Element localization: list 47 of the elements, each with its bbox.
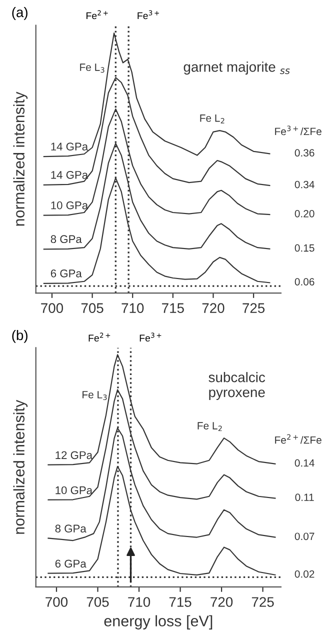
y-axis-title: normalized intensity [13,92,28,226]
annotation: Fe$^{3+}$/ΣFe [275,126,322,136]
x-axis-title: energy loss [eV] [104,615,212,630]
series-label: 6 GPa [50,269,82,278]
annotation: Fe L$_{2}$ [198,422,222,432]
text: 0.06 [294,278,314,286]
x-tick-label: 715 [169,597,192,607]
x-tick-label: 710 [128,597,150,607]
series-label: 8 GPa [55,524,86,533]
chart-title: (b) [12,330,28,343]
y-axis-title: normalized intensity [13,400,28,534]
annotation: Fe L$_{3}$ [80,64,104,73]
text: 0.07 [294,532,314,540]
x-tick-label: 720 [202,303,224,314]
series-label: 14 GPa [51,170,88,179]
text: 0.36 [294,149,314,157]
x-tick-label: 715 [162,303,184,314]
ref-line-label: Fe$^{2+}$ [88,332,110,342]
annotation: Fe L$_{2}$ [200,114,224,124]
x-tick-label: 700 [46,597,68,607]
text: subcalcic pyroxene [208,372,266,400]
series-label: 10 GPa [51,201,88,210]
x-tick-label: 705 [81,303,104,314]
text: 0.02 [294,570,314,578]
text: 0.20 [294,210,314,218]
x-tick-label: 710 [122,303,144,314]
x-tick-label: 705 [86,597,109,607]
ref-line-label: Fe$^{3+}$ [140,332,162,342]
series-label: 8 GPa [50,235,82,244]
x-tick-label: 720 [210,597,233,607]
x-tick-label: 700 [41,303,64,314]
x-tick-label: 725 [252,597,274,607]
annotation: Fe$^{2+}$/ΣFe [275,434,322,444]
ref-line-label: Fe$^{3+}$ [138,10,159,20]
series-label: 14 GPa [51,142,88,151]
annotation: Fe L$_{3}$ [82,391,107,400]
series-label: 6 GPa [55,560,86,568]
chart-title: (a) [12,7,28,20]
text: 0.14 [294,459,314,467]
ref-line-label: Fe$^{2+}$ [86,10,108,20]
text: 0.34 [294,180,314,188]
text: 0.15 [294,244,314,252]
text: garnet majorite $_{ss}$ [184,62,290,75]
series-label: 10 GPa [56,486,93,494]
series-label: 12 GPa [56,451,93,460]
x-tick-label: 725 [242,303,265,314]
text: 0.11 [295,494,314,502]
